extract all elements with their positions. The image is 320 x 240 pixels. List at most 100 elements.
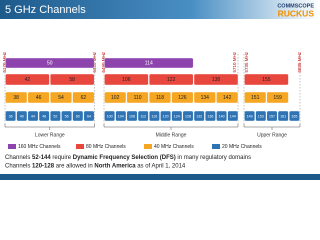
channel-box bbox=[160, 110, 171, 122]
channel-label: 124 bbox=[174, 114, 180, 118]
channel-box bbox=[171, 110, 183, 122]
channel-label: 138 bbox=[212, 77, 221, 83]
channel-label: 122 bbox=[167, 77, 176, 83]
channel-box bbox=[137, 110, 149, 122]
channel-label: 104 bbox=[118, 114, 124, 118]
channel-box bbox=[104, 91, 127, 104]
note-segment: 120-128 bbox=[32, 163, 55, 169]
channel-label: 161 bbox=[280, 114, 286, 118]
channel-label: 118 bbox=[156, 95, 164, 101]
channel-box bbox=[148, 110, 160, 122]
note: Channels 52-144 require Dynamic Frequenc… bbox=[5, 155, 251, 161]
legend-swatch bbox=[144, 144, 152, 149]
note-segment: are allowed in bbox=[54, 163, 94, 169]
channel-label: 42 bbox=[25, 77, 31, 83]
channel-box bbox=[244, 110, 255, 122]
range-label: Middle Range bbox=[156, 132, 187, 138]
channel-label: 110 bbox=[134, 95, 142, 101]
channel-box bbox=[204, 110, 216, 122]
frequency-label: 5710 MHz bbox=[232, 51, 237, 72]
frequency-label: 5835 MHz bbox=[297, 51, 302, 72]
range-bracket bbox=[4, 124, 95, 130]
channel-box bbox=[182, 110, 194, 122]
channel-label: 58 bbox=[69, 77, 75, 83]
frequency-label: 5170 MHz bbox=[2, 51, 7, 72]
channel-label: 62 bbox=[81, 95, 87, 101]
channel-box bbox=[27, 110, 39, 122]
range-label: Lower Range bbox=[35, 132, 65, 138]
channel-label: 114 bbox=[145, 61, 153, 67]
channel-box bbox=[171, 91, 194, 104]
logo-bottom: RUCKUS bbox=[278, 8, 315, 18]
channel-label: 108 bbox=[129, 114, 135, 118]
slide: 5 GHz Channels COMMSCOPE RUCKUS 5170 MHz… bbox=[0, 0, 320, 180]
channel-label: 149 bbox=[247, 114, 253, 118]
channel-box bbox=[193, 91, 216, 104]
channel-box bbox=[104, 110, 116, 122]
channel-box bbox=[5, 110, 16, 122]
channel-box bbox=[50, 73, 95, 86]
channel-label: 159 bbox=[273, 95, 282, 101]
legend-label: 160 MHz Channels bbox=[18, 144, 61, 150]
channel-label: 54 bbox=[58, 95, 64, 101]
range-label: Upper Range bbox=[257, 132, 287, 138]
channel-label: 116 bbox=[152, 114, 158, 118]
legend-swatch bbox=[76, 144, 84, 149]
channel-label: 60 bbox=[76, 114, 80, 118]
note-segment: Channels bbox=[5, 163, 32, 169]
channel-box bbox=[72, 91, 95, 104]
channel-box bbox=[227, 110, 239, 122]
channel-label: 64 bbox=[87, 114, 91, 118]
channel-box bbox=[104, 73, 149, 86]
title: 5 GHz Channels bbox=[5, 4, 86, 16]
channel-box bbox=[38, 110, 50, 122]
title-bar bbox=[0, 0, 320, 19]
channel-box bbox=[126, 91, 149, 104]
channel-label: 102 bbox=[111, 95, 120, 101]
channel-label: 56 bbox=[65, 114, 69, 118]
channel-label: 132 bbox=[196, 114, 202, 118]
channel-label: 48 bbox=[42, 114, 46, 118]
channel-label: 134 bbox=[201, 95, 210, 101]
channel-box bbox=[277, 110, 289, 122]
channel-label: 136 bbox=[207, 114, 213, 118]
footer-bar bbox=[0, 174, 320, 180]
channel-box bbox=[104, 57, 194, 69]
channel-box bbox=[255, 110, 267, 122]
channel-box bbox=[244, 91, 267, 104]
channel-label: 128 bbox=[185, 114, 191, 118]
channel-label: 46 bbox=[36, 95, 42, 101]
channel-box bbox=[5, 73, 50, 86]
channel-box bbox=[193, 110, 205, 122]
channel-box bbox=[16, 110, 28, 122]
legend-label: 80 MHz Channels bbox=[86, 144, 126, 150]
channel-box bbox=[83, 110, 95, 122]
channel-box bbox=[148, 73, 194, 86]
channel-label: 140 bbox=[219, 114, 225, 118]
note-segment: as of April 1, 2014 bbox=[136, 163, 186, 169]
frequency-label: 5735 MHz bbox=[244, 51, 249, 72]
channel-label: 50 bbox=[47, 61, 53, 67]
content: 5170 MHz 5330 MHz 5490 MHz 5710 MHz 5735 MHz… bbox=[2, 51, 302, 169]
logo-top: COMMSCOPE bbox=[277, 3, 314, 9]
channel-box bbox=[50, 110, 61, 122]
legend-swatch bbox=[8, 144, 16, 149]
legend-label: 20 MHz Channels bbox=[222, 144, 262, 150]
range-bracket bbox=[243, 124, 301, 130]
channel-label: 151 bbox=[251, 95, 260, 101]
note-segment: require bbox=[51, 155, 73, 161]
channel-label: 144 bbox=[230, 114, 236, 118]
note-segment: 52-144 bbox=[32, 155, 51, 161]
channel-box bbox=[266, 91, 289, 104]
channel-label: 157 bbox=[269, 114, 275, 118]
channel-box bbox=[266, 110, 278, 122]
channel-label: 126 bbox=[178, 95, 187, 101]
legend-label: 40 MHz Channels bbox=[154, 144, 194, 150]
channel-box bbox=[5, 57, 95, 69]
channel-box bbox=[126, 110, 138, 122]
note-segment: Dynamic Frequency Selection (DFS) bbox=[73, 155, 176, 161]
note: Channels 120-128 are allowed in North Am… bbox=[5, 163, 186, 169]
channel-label: 44 bbox=[31, 114, 35, 118]
note-segment: North America bbox=[94, 163, 136, 169]
range-bracket bbox=[103, 124, 239, 130]
